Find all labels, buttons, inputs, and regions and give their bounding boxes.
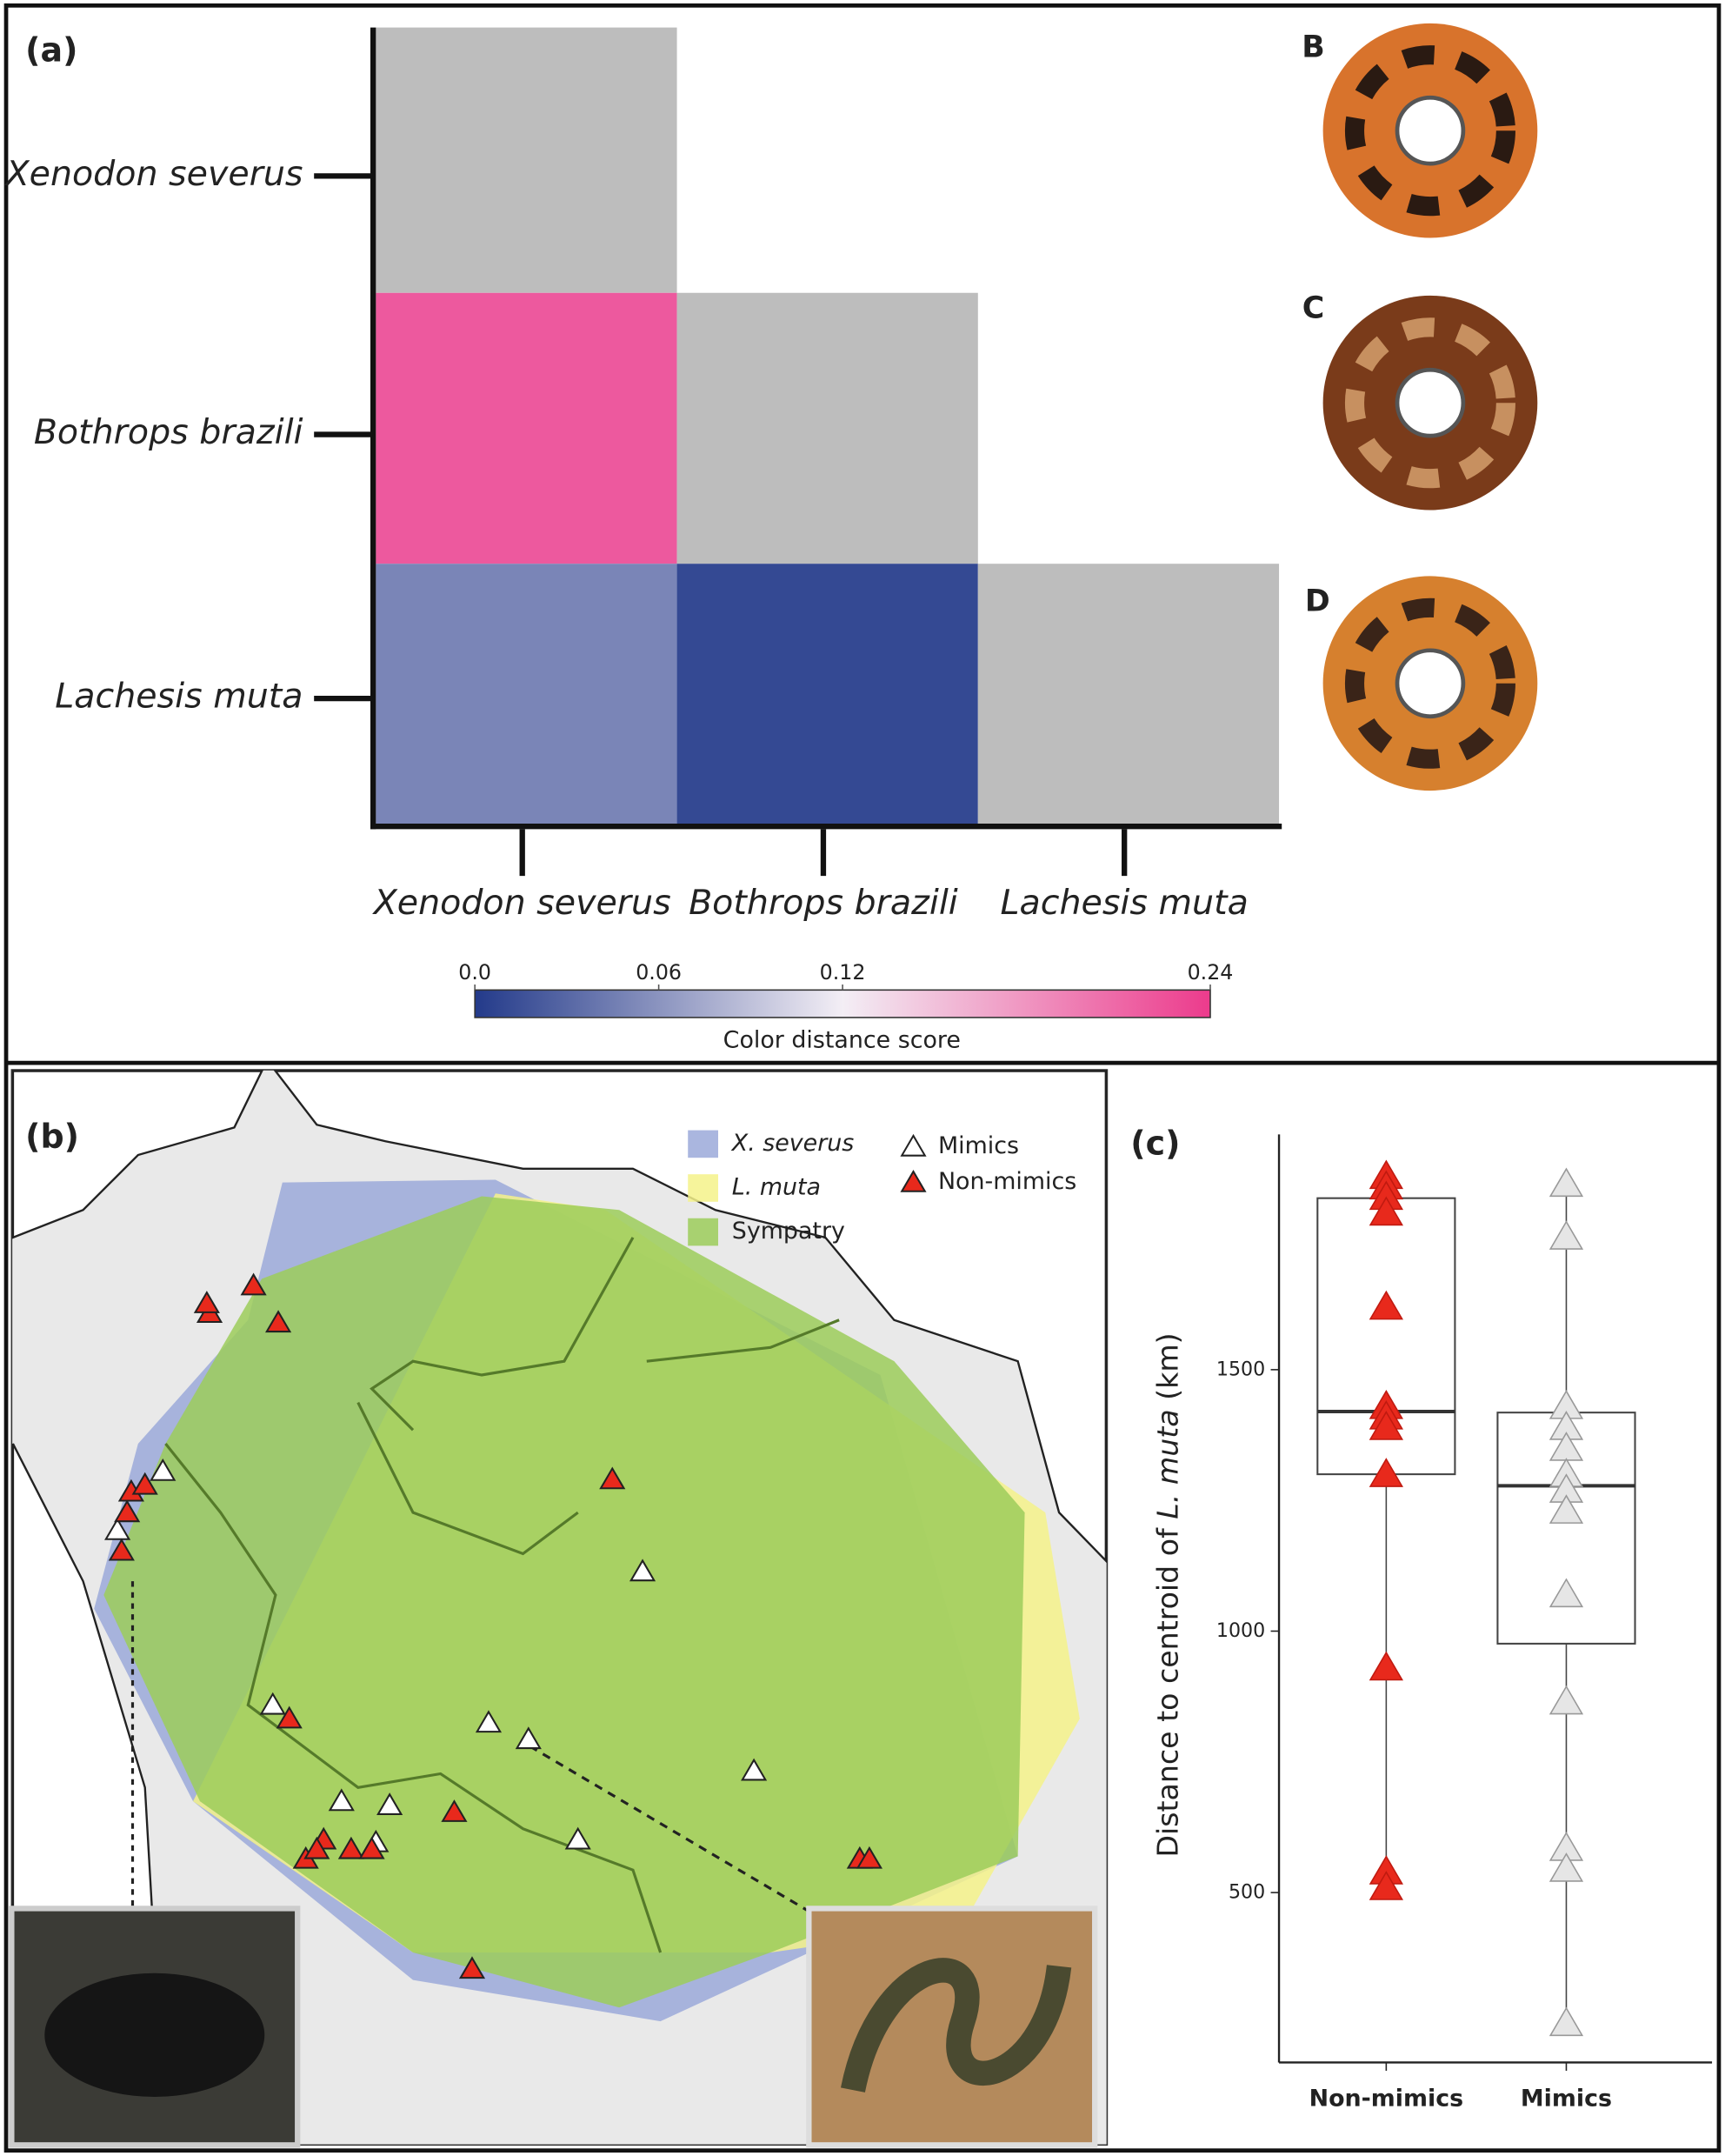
site-marker — [599, 1466, 626, 1490]
border — [164, 1443, 663, 1953]
photo-label: B — [1302, 30, 1325, 64]
legend-label: L. muta — [732, 1173, 821, 1200]
site-marker — [564, 1826, 591, 1850]
site-marker — [856, 1846, 882, 1869]
inset-snake — [840, 1958, 1072, 2093]
point — [1549, 2006, 1584, 2037]
legend-swatch — [688, 1130, 718, 1158]
site-marker — [515, 1726, 542, 1750]
panel-label: (a) — [25, 31, 77, 70]
legend-marker — [900, 1169, 927, 1192]
legend-marker — [900, 1133, 927, 1157]
snake-pattern — [1344, 45, 1515, 217]
site-marker — [265, 1310, 292, 1333]
heat-cell — [376, 292, 677, 564]
x-tick-label: Non-mimics — [1309, 2086, 1464, 2113]
colorbar-tick-label: 0.12 — [820, 960, 866, 985]
ocean — [11, 1070, 264, 1239]
legend-label: Mimics — [938, 1132, 1019, 1159]
ocean — [273, 1070, 1108, 1564]
border — [646, 1318, 840, 1363]
site-marker — [328, 1788, 355, 1812]
snake-hole — [1395, 648, 1466, 719]
border — [370, 1237, 635, 1432]
x-tick-label: Bothrops brazili — [689, 883, 958, 923]
point — [1549, 1220, 1584, 1250]
photo-label: D — [1305, 584, 1330, 618]
point — [1369, 1290, 1403, 1320]
point — [1369, 1651, 1403, 1681]
colorbar-tick-label: 0.06 — [636, 960, 682, 985]
site-marker — [629, 1559, 656, 1582]
panel-label: (c) — [1130, 1124, 1180, 1162]
y-tick-label: 1500 — [1216, 1358, 1265, 1380]
heat-cell — [676, 564, 978, 825]
colorbar — [474, 989, 1211, 1018]
border — [356, 1401, 579, 1556]
colorbar-tick-label: 0.24 — [1188, 960, 1234, 985]
photo-label: C — [1302, 291, 1325, 326]
inset-snake — [44, 1972, 265, 2098]
x-tick-label: Xenodon severus — [372, 883, 671, 923]
colorbar-label: Color distance score — [723, 1026, 961, 1053]
legend-label: Sympatry — [732, 1218, 845, 1245]
site-marker — [114, 1499, 141, 1523]
point — [1549, 1852, 1584, 1882]
point — [1369, 1871, 1403, 1900]
site-marker — [303, 1836, 330, 1859]
y-tick-label: 500 — [1229, 1881, 1265, 1904]
x-tick-label: Lachesis muta — [1001, 883, 1249, 923]
y-tick-label: Bothrops brazili — [34, 412, 303, 452]
y-tick-label: 1000 — [1216, 1619, 1265, 1642]
site-marker — [104, 1517, 131, 1540]
legend-swatch — [688, 1218, 718, 1246]
site-marker — [150, 1458, 176, 1481]
panel-label: (b) — [25, 1118, 79, 1156]
point — [1549, 1494, 1584, 1524]
diagonal-cell — [977, 564, 1280, 825]
y-axis-label-part: L. muta — [1150, 1409, 1184, 1519]
site-marker — [259, 1692, 286, 1715]
diagonal-cell — [676, 292, 978, 564]
y-axis-label-part: (km) — [1150, 1332, 1184, 1409]
legend-label: Non-mimics — [938, 1168, 1076, 1195]
site-marker — [475, 1710, 503, 1733]
site-marker — [441, 1799, 468, 1822]
diagonal-cell — [376, 27, 677, 293]
site-marker — [240, 1272, 267, 1296]
site-marker — [131, 1472, 158, 1495]
legend-label: X. severus — [730, 1130, 854, 1157]
frame — [3, 3, 1722, 2153]
point — [1369, 1411, 1403, 1440]
site-marker — [741, 1758, 768, 1781]
site-marker — [376, 1792, 403, 1815]
y-tick-label: Lachesis muta — [55, 677, 303, 717]
snake-hole — [1395, 367, 1466, 438]
site-marker — [276, 1705, 303, 1729]
y-tick-label: Xenodon severus — [4, 154, 303, 194]
site-marker — [358, 1836, 385, 1859]
legend-swatch — [688, 1174, 718, 1202]
site-marker — [337, 1836, 364, 1859]
point — [1369, 1458, 1403, 1487]
colorbar-tick-label: 0.0 — [458, 960, 491, 985]
x-tick-label: Mimics — [1521, 2086, 1612, 2113]
point — [1549, 1685, 1584, 1715]
snake-hole — [1395, 95, 1466, 166]
point — [1549, 1167, 1584, 1198]
y-axis-label-part: Distance to centroid of — [1150, 1519, 1184, 1858]
site-marker — [458, 1956, 486, 1979]
point — [1369, 1196, 1403, 1226]
point — [1549, 1578, 1584, 1608]
site-marker — [108, 1538, 135, 1561]
snake-pattern — [1344, 597, 1515, 769]
y-axis-label: Distance to centroid of L. muta (km) — [1150, 1332, 1184, 1857]
site-marker — [193, 1291, 220, 1313]
snake-pattern — [1344, 317, 1515, 489]
heat-cell — [376, 564, 677, 825]
